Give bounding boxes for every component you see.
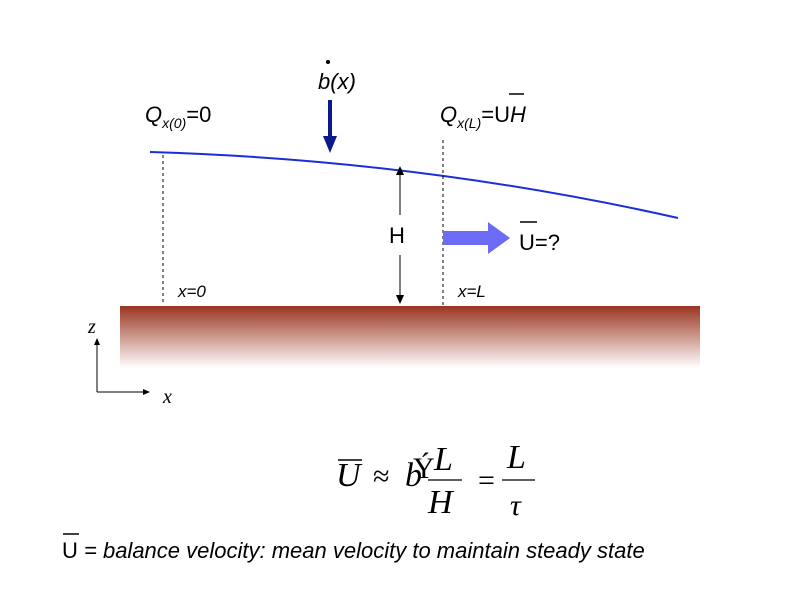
formula-garble: Ý bbox=[413, 452, 435, 485]
formula-frac2-den: τ bbox=[510, 489, 522, 522]
flux-left-label: Qx(0)=0 bbox=[145, 102, 211, 131]
z-axis-label: z bbox=[87, 316, 96, 338]
caption: U = balance velocity: mean velocity to m… bbox=[62, 538, 645, 563]
formula-equals: = bbox=[478, 464, 495, 497]
thickness-label: H bbox=[389, 223, 405, 248]
x-axis-label: x bbox=[162, 386, 172, 408]
coordinate-axes bbox=[94, 338, 150, 395]
formula-b: b bbox=[405, 457, 422, 494]
formula-frac2-num: L bbox=[506, 439, 526, 476]
velocity-label: U=? bbox=[519, 230, 560, 255]
formula-lhs: U bbox=[336, 457, 363, 494]
accumulation-arrow bbox=[323, 100, 337, 153]
position-right-label: x=L bbox=[457, 282, 486, 301]
ice-surface-line bbox=[149, 151, 679, 219]
balance-velocity-formula: U ≈ b Ý L H = L τ bbox=[336, 439, 535, 522]
bedrock bbox=[120, 306, 700, 368]
formula-approx: ≈ bbox=[373, 460, 389, 493]
velocity-arrow bbox=[443, 222, 510, 254]
position-left-label: x=0 bbox=[177, 282, 206, 301]
accumulation-label: b(x) bbox=[318, 69, 356, 94]
formula-frac1-den: H bbox=[427, 484, 455, 521]
formula-frac1-num: L bbox=[433, 441, 453, 478]
accumulation-dot bbox=[326, 60, 330, 64]
flux-right-label: Qx(L)=UH bbox=[440, 102, 526, 131]
thickness-arrow bbox=[396, 166, 404, 304]
